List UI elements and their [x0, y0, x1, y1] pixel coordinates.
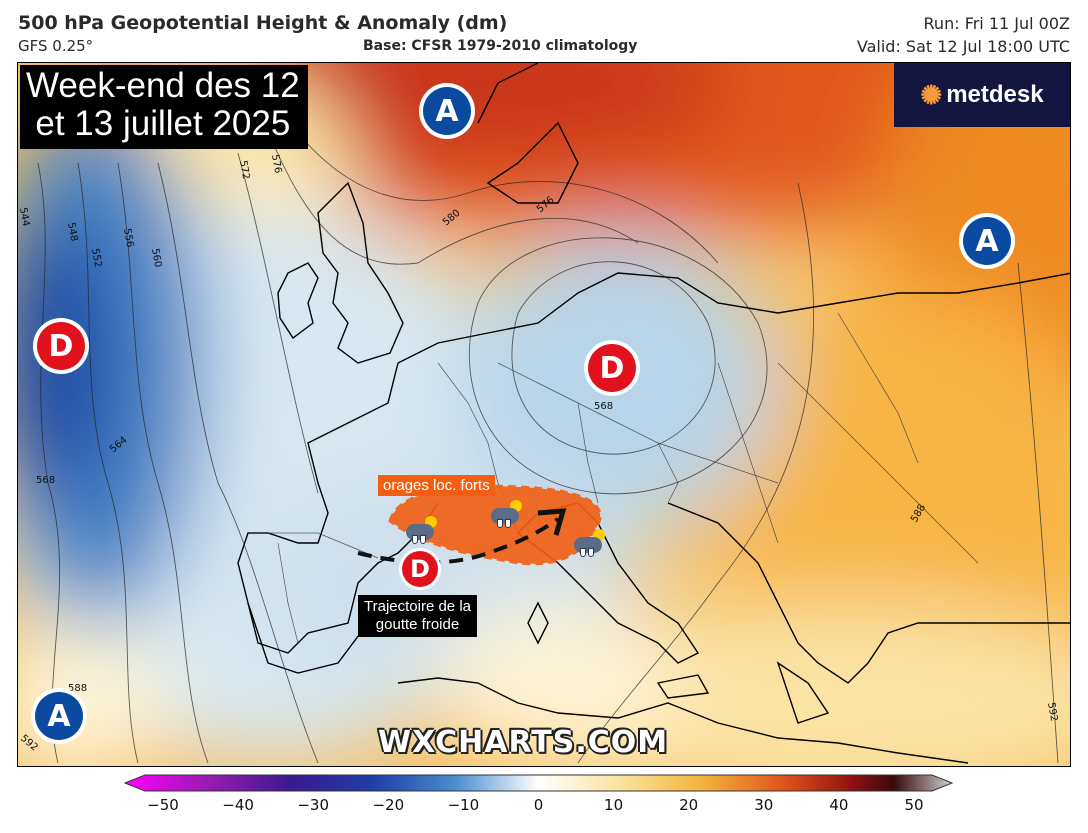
- anomaly-colorbar: [123, 774, 954, 792]
- colorbar-tick-label: −30: [297, 796, 330, 814]
- contour-label: 548: [65, 222, 79, 243]
- contour-label: 560: [149, 248, 163, 269]
- colorbar-tick-label: 0: [533, 796, 544, 814]
- colorbar-tick-label: −10: [447, 796, 480, 814]
- contour-label: 572: [237, 160, 251, 181]
- colorbar-tick-label: 50: [904, 796, 924, 814]
- contour-label: 568: [594, 401, 613, 412]
- contour-label: 576: [269, 154, 283, 175]
- colorbar-tick-label: 30: [754, 796, 774, 814]
- trajectory-label: Trajectoire de la goutte froide: [358, 595, 477, 637]
- colorbar-tick-label: 20: [679, 796, 699, 814]
- trajectory-arrow-icon: [537, 508, 567, 536]
- storm-icon: [488, 500, 522, 528]
- cold-drop-trajectory: [357, 517, 560, 565]
- base-label: Base: CFSR 1979-2010 climatology: [363, 38, 638, 54]
- high-pressure-badge: A: [31, 688, 87, 744]
- france-iberia-coast: [237, 362, 439, 654]
- contour-label: 588: [68, 683, 87, 694]
- contour-label: 544: [18, 207, 31, 228]
- ireland-outline: [277, 262, 319, 340]
- run-label: Run: Fri 11 Jul 00Z: [923, 14, 1070, 33]
- trajectory-label-line2: goutte froide: [375, 616, 460, 633]
- contour-label: 568: [36, 475, 55, 486]
- low-pressure-badge: D: [33, 318, 89, 374]
- sardinia-outline: [527, 601, 549, 645]
- headline-line2: et 13 juillet 2025: [35, 104, 291, 143]
- watermark: WXCHARTS.COM: [378, 725, 669, 760]
- chart-title: 500 hPa Geopotential Height & Anomaly (d…: [18, 12, 508, 34]
- brand-burst-icon: ✺: [920, 79, 943, 110]
- valid-label: Valid: Sat 12 Jul 18:00 UTC: [856, 37, 1070, 56]
- great-britain-outline: [317, 181, 404, 364]
- colorbar-tick-label: −50: [147, 796, 179, 814]
- colorbar-tick-label: −40: [222, 796, 254, 814]
- height-contours: [37, 132, 1059, 764]
- scandinavia-outline: [477, 63, 579, 204]
- colorbar-tick-label: 40: [829, 796, 849, 814]
- low-pressure-badge: D: [399, 548, 441, 590]
- high-pressure-badge: A: [959, 213, 1015, 269]
- coastlines: [237, 63, 1070, 764]
- balkans-coast: [667, 502, 1070, 684]
- headline-box: Week-end des 12 et 13 juillet 2025: [20, 65, 308, 149]
- greece-outline: [776, 661, 830, 724]
- high-pressure-badge: A: [419, 83, 475, 139]
- colorbar-tick-label: −20: [372, 796, 405, 814]
- storm-icon: [571, 529, 605, 557]
- sicily-outline: [656, 674, 710, 699]
- anomaly-field: [18, 63, 1070, 766]
- storm-label: orages loc. forts: [378, 475, 495, 496]
- headline-line1: Week-end des 12: [26, 66, 300, 105]
- storm-icon: [403, 516, 437, 544]
- contour-label: 592: [1045, 702, 1059, 723]
- model-label: GFS 0.25°: [18, 37, 94, 55]
- brand-logo: ✺ metdesk: [894, 63, 1070, 127]
- storm-area: [388, 484, 602, 566]
- weather-map: 544 548 552 556 560 572 576 580 576 568 …: [17, 62, 1071, 767]
- low-pressure-badge: D: [584, 340, 640, 396]
- trajectory-label-line1: Trajectoire de la: [364, 598, 471, 615]
- colorbar-tick-label: 10: [604, 796, 624, 814]
- north-coast: [397, 272, 1070, 364]
- contour-label: 552: [89, 248, 103, 269]
- colorbar-gradient: [123, 774, 954, 792]
- north-africa-coast: [397, 677, 969, 764]
- map-canvas: 544 548 552 556 560 572 576 580 576 568 …: [18, 63, 1070, 766]
- contour-label: 556: [121, 228, 135, 249]
- brand-name: metdesk: [946, 81, 1044, 108]
